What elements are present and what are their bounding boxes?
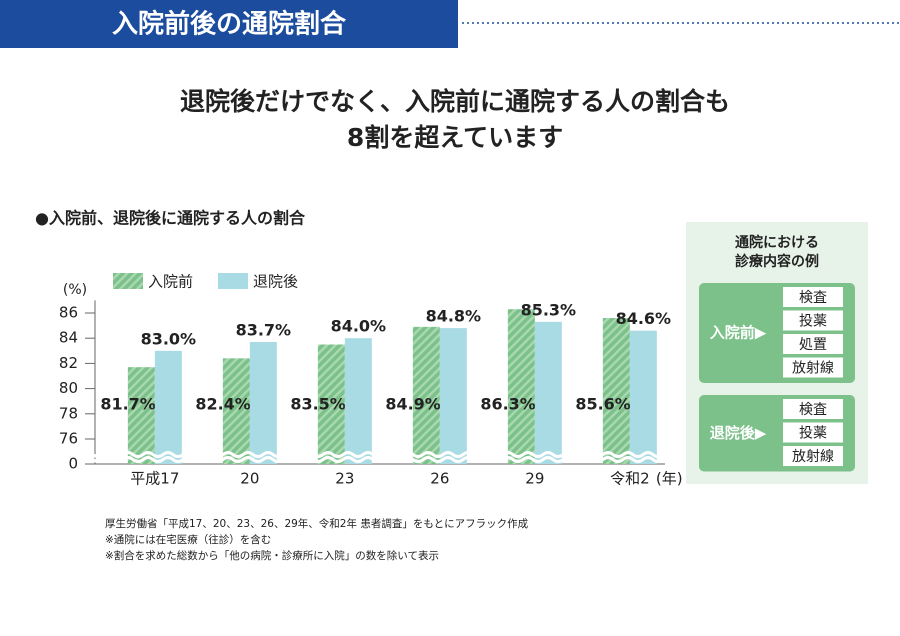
item-box — [783, 399, 843, 419]
value-label: 82.4% — [195, 395, 251, 414]
value-label: 84.9% — [385, 395, 441, 414]
item-label: 検査 — [799, 402, 827, 418]
bar — [154, 350, 182, 464]
value-label: 85.3% — [521, 300, 577, 319]
panel-title: 通院における — [735, 234, 819, 251]
legend-swatch — [113, 273, 143, 289]
bar — [344, 338, 372, 464]
bar — [507, 309, 535, 464]
y-tick-label: 76 — [59, 430, 78, 448]
y-tick-label: 82 — [59, 354, 78, 372]
y-tick-label: 84 — [59, 329, 78, 347]
group-label: 退院後▶ — [710, 424, 767, 442]
headline: 退院後だけでなく、入院前に通院する人の割合も — [180, 87, 730, 116]
item-label: 投薬 — [799, 426, 827, 442]
x-tick-label: 令和2 — [610, 470, 650, 488]
item-box — [783, 310, 843, 331]
y-tick-label: 78 — [59, 404, 78, 422]
item-label: 検査 — [799, 290, 827, 306]
value-label: 83.7% — [236, 320, 292, 339]
value-label: 83.5% — [290, 395, 346, 414]
headline: 8割を超えています — [347, 123, 563, 152]
bar — [222, 358, 250, 464]
item-box — [783, 446, 843, 466]
bar — [439, 328, 467, 464]
item-label: 処置 — [799, 337, 827, 353]
bar — [602, 318, 630, 464]
value-label: 83.0% — [141, 329, 197, 348]
header-title: 入院前後の通院割合 — [112, 9, 347, 40]
axis-break — [82, 451, 684, 459]
x-tick-label: 23 — [335, 470, 354, 488]
y-tick-label: 0 — [68, 455, 78, 473]
value-label: 81.7% — [100, 395, 156, 414]
bar — [249, 341, 277, 464]
x-tick-label: 平成17 — [130, 470, 179, 488]
header-band — [0, 0, 458, 48]
legend-swatch — [218, 273, 248, 289]
panel-title: 診療内容の例 — [735, 253, 819, 270]
footnote: ※通院には在宅医療（往診）を含む — [105, 533, 271, 546]
value-label: 84.0% — [331, 317, 387, 336]
legend-label: 退院後 — [253, 273, 298, 291]
bar — [629, 330, 657, 464]
item-box — [783, 287, 843, 307]
value-label: 84.6% — [616, 309, 672, 328]
y-tick-label: 80 — [59, 379, 78, 397]
y-tick-label: 86 — [59, 304, 78, 322]
value-label: 86.3% — [480, 395, 536, 414]
bar — [412, 326, 440, 464]
bar — [534, 321, 562, 464]
legend-label: 入院前 — [148, 273, 193, 291]
item-label: 投薬 — [799, 314, 827, 330]
x-axis-label: (年) — [656, 470, 683, 488]
footnote: 厚生労働省「平成17、20、23、26、29年、令和2年 患者調査」をもとにアフ… — [105, 517, 529, 530]
item-box — [783, 357, 843, 378]
item-label: 放射線 — [792, 449, 834, 465]
value-label: 84.8% — [426, 307, 482, 326]
bar — [127, 367, 155, 464]
x-tick-label: 20 — [240, 470, 259, 488]
chart-title: ●入院前、退院後に通院する人の割合 — [35, 209, 306, 228]
item-box — [783, 334, 843, 354]
y-axis-label: (%) — [63, 282, 87, 298]
footnote: ※割合を求めた総数から「他の病院・診療所に入院」の数を除いて表示 — [105, 549, 439, 562]
x-tick-label: 29 — [525, 470, 544, 488]
value-label: 85.6% — [575, 395, 631, 414]
x-tick-label: 26 — [430, 470, 449, 488]
axis-break — [82, 456, 684, 464]
item-label: 放射線 — [792, 361, 834, 377]
group-label: 入院前▶ — [710, 324, 767, 342]
bar — [317, 344, 345, 464]
item-box — [783, 422, 843, 443]
